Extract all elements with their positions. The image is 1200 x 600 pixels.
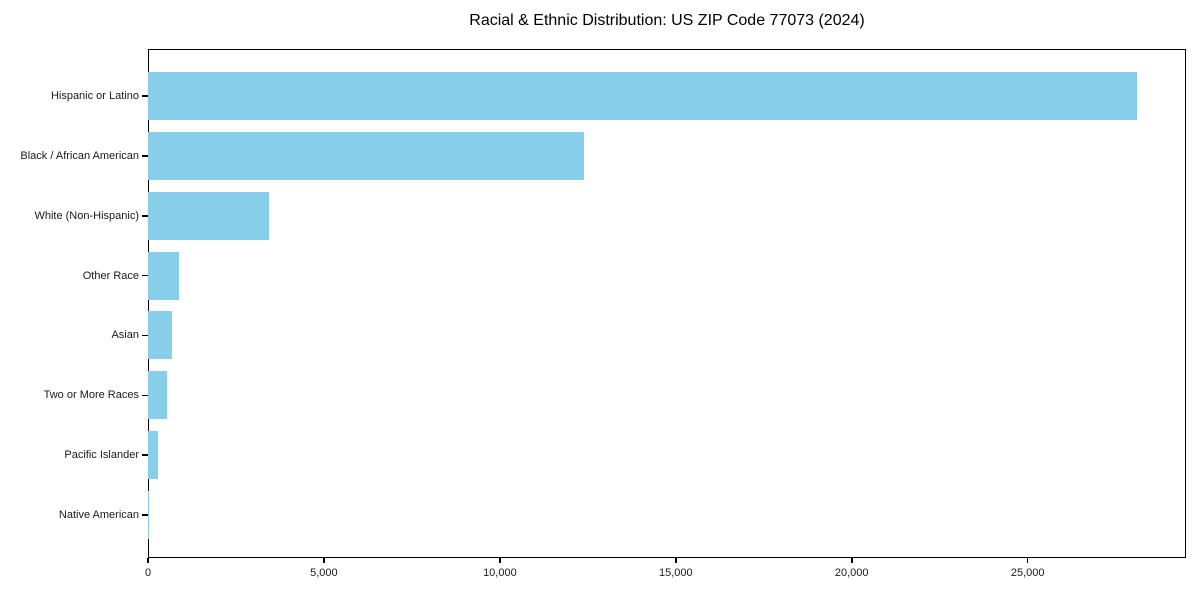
bar-native-american	[148, 491, 149, 539]
bar-pacific-islander	[148, 431, 158, 480]
y-tick-label-two-or-more-races: Two or More Races	[43, 389, 139, 402]
y-tick-label-black-african-american: Black / African American	[20, 149, 139, 162]
y-tick-mark	[142, 514, 148, 516]
bar-other-race	[148, 251, 180, 300]
x-tick-mark	[851, 558, 853, 563]
y-tick-mark	[142, 95, 148, 97]
y-tick-label-native-american: Native American	[58, 509, 139, 521]
x-tick-mark	[1026, 558, 1029, 563]
x-tick-mark	[675, 558, 677, 563]
x-tick-label-10-000: 10,000	[483, 567, 517, 579]
x-tick-label-0: 0	[144, 567, 152, 579]
x-tick-label-25-000: 25,000	[1010, 567, 1045, 579]
y-tick-mark	[142, 155, 148, 157]
y-tick-mark	[142, 454, 148, 456]
bar-white-non-hispanic	[148, 191, 269, 240]
y-tick-label-asian: Asian	[111, 329, 139, 342]
chart-title: Racial & Ethnic Distribution: US ZIP Cod…	[469, 12, 865, 29]
y-tick-label-white-non-hispanic: White (Non-Hispanic)	[34, 209, 139, 222]
y-tick-mark	[142, 334, 148, 337]
x-tick-label-20-000: 20,000	[834, 567, 869, 579]
y-tick-label-hispanic-or-latino: Hispanic or Latino	[50, 90, 139, 102]
bar-black-african-american	[148, 131, 585, 180]
plot-area	[148, 49, 1186, 558]
x-tick-mark	[147, 558, 149, 563]
x-tick-mark	[499, 558, 501, 563]
bar-hispanic-or-latino	[148, 72, 1137, 120]
x-tick-mark	[323, 558, 325, 563]
y-tick-label-pacific-islander: Pacific Islander	[64, 449, 139, 462]
bar-two-or-more-races	[148, 371, 168, 420]
y-tick-label-other-race: Other Race	[82, 269, 139, 282]
y-tick-mark	[142, 215, 148, 217]
y-tick-mark	[142, 394, 148, 397]
y-tick-mark	[142, 274, 148, 277]
x-tick-label-15-000: 15,000	[658, 567, 693, 579]
bar-asian	[148, 311, 172, 360]
x-tick-label-5-000: 5,000	[310, 567, 338, 579]
